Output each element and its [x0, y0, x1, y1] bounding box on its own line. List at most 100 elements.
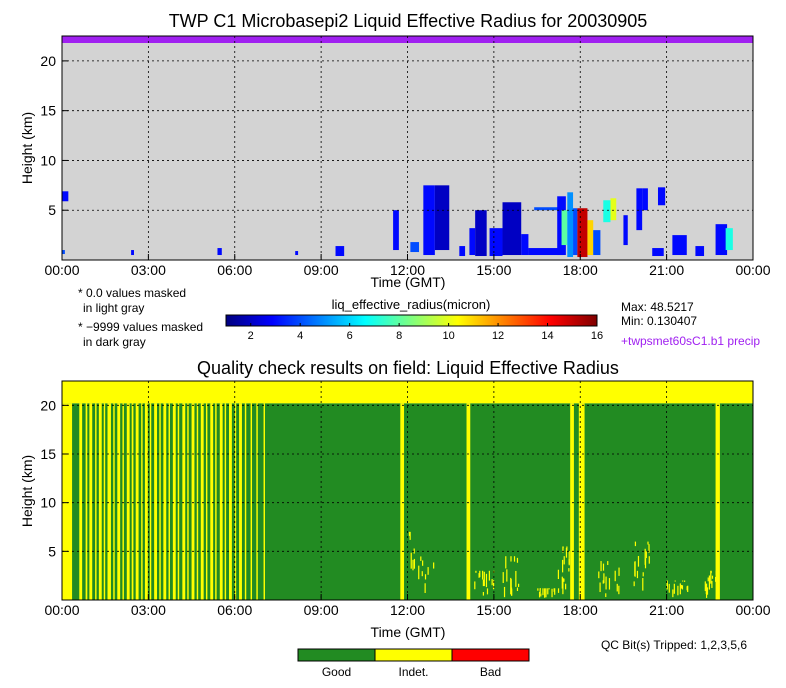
indet-speckle-6-0 [647, 541, 649, 545]
indet-speckle-7-0 [683, 580, 686, 582]
cloud-cell-30 [657, 187, 666, 206]
indet-speckle-3-3 [539, 588, 541, 594]
indet-speckle-6-8 [648, 556, 650, 564]
indet-speckle-3-10 [547, 588, 549, 595]
indet-column-26 [196, 403, 199, 600]
indet-column-19 [163, 403, 167, 600]
mask-note-zero: * 0.0 values masked in light gray [78, 286, 186, 316]
indet-speckle-7-2 [687, 585, 689, 593]
indet-speckle-5-12 [605, 576, 607, 590]
top-xtick-label-3: 09:00 [304, 262, 339, 278]
cloud-cell-2 [131, 250, 134, 256]
indet-speckle-7-3 [672, 589, 674, 598]
top-xtick-label-7: 21:00 [649, 262, 684, 278]
indet-column-16 [149, 403, 152, 600]
indet-speckle-4-13 [561, 576, 563, 589]
indet-speckle-6-3 [644, 548, 646, 565]
indet-speckle-6-11 [644, 558, 647, 569]
indet-speckle-2-1 [515, 570, 517, 587]
bottom-ytick-label-2: 15 [40, 446, 56, 462]
mask-note-missing-line2: in dark gray [83, 335, 146, 349]
bottom-x-axis-label: Time (GMT) [371, 624, 446, 640]
top-precip-flag-bar [62, 36, 753, 43]
indet-speckle-0-9 [412, 559, 414, 571]
indet-speckle-4-12 [568, 568, 570, 572]
indet-speckle-4-3 [568, 551, 570, 566]
bottom-xtick-label-1: 03:00 [131, 602, 166, 618]
mask-note-zero-line1: * 0.0 values masked [78, 286, 187, 300]
bottom-indeterminate-columns [62, 403, 720, 600]
indet-speckle-0-0 [420, 556, 422, 561]
indet-speckle-3-7 [545, 588, 547, 598]
indet-column-29 [210, 403, 214, 600]
colorbar-tick-label-3: 8 [396, 330, 402, 342]
cloud-cell-6 [393, 210, 399, 251]
indet-speckle-0-5 [413, 548, 415, 554]
precip-note: +twpsmet60sC1.b1 precip [621, 334, 761, 348]
indet-column-32 [224, 403, 227, 600]
colorbar [225, 314, 598, 327]
indet-speckle-2-4 [510, 556, 512, 562]
mask-note-zero-line2: in light gray [83, 301, 145, 315]
bottom-ytick-label-0: 5 [48, 543, 56, 559]
indet-column-35 [239, 403, 242, 600]
colorbar-tick-label-4: 10 [442, 330, 454, 342]
indet-speckle-1-10 [479, 570, 481, 578]
cloud-cell-9 [434, 185, 450, 251]
indet-column-24 [187, 403, 189, 600]
indet-speckle-0-11 [433, 562, 435, 569]
indet-column-25 [191, 403, 195, 600]
indet-column-0 [62, 403, 73, 600]
indet-speckle-8-13 [708, 575, 711, 590]
indet-column-5 [98, 403, 102, 600]
indet-column-10 [122, 403, 124, 600]
indet-speckle-4-6 [565, 547, 568, 558]
indet-speckle-0-13 [427, 567, 429, 575]
indet-speckle-7-12 [668, 583, 670, 593]
indet-column-44 [715, 403, 720, 600]
indet-speckle-3-6 [553, 588, 555, 592]
indet-column-15 [144, 403, 148, 600]
qc-legend-swatch-0 [297, 648, 376, 662]
indet-speckle-3-1 [540, 593, 542, 597]
indet-speckle-7-8 [679, 583, 681, 595]
indet-column-31 [219, 403, 223, 600]
cloud-cell-29 [642, 188, 648, 211]
indet-speckle-1-9 [478, 573, 480, 578]
indet-column-22 [177, 403, 180, 600]
colorbar-tick-label-6: 14 [541, 330, 553, 342]
cloud-cell-28 [636, 188, 643, 231]
top-xtick-label-4: 12:00 [390, 262, 425, 278]
indet-column-4 [95, 403, 97, 600]
cloud-cell-19 [561, 210, 568, 246]
top-gridlines [62, 36, 753, 260]
indet-speckle-2-7 [505, 556, 507, 569]
cloud-cell-5 [335, 246, 345, 257]
indet-speckle-1-8 [482, 579, 485, 587]
indet-speckle-3-9 [544, 588, 546, 598]
indet-speckle-0-3 [418, 565, 420, 580]
indet-speckle-4-11 [563, 578, 565, 582]
colorbar-tick-label-7: 16 [591, 330, 603, 342]
bottom-indeterminate-speckle [408, 531, 717, 598]
indet-speckle-6-5 [634, 541, 637, 547]
cloud-cell-8 [423, 185, 435, 256]
indet-speckle-5-2 [616, 583, 618, 592]
indet-speckle-5-5 [603, 573, 605, 584]
indet-speckle-0-7 [408, 531, 410, 536]
bottom-ytick-label-3: 20 [40, 397, 56, 413]
cloud-cell-27 [623, 215, 628, 246]
indet-speckle-2-13 [510, 587, 513, 596]
cloud-cell-14 [502, 202, 522, 256]
cloud-cell-23 [587, 220, 594, 256]
qc-legend-label-2: Bad [480, 665, 501, 679]
indet-speckle-8-4 [711, 580, 713, 588]
cloud-cell-33 [695, 246, 705, 257]
indet-speckle-2-9 [516, 587, 519, 591]
cloud-cell-16 [528, 248, 563, 256]
bottom-xtick-label-3: 09:00 [304, 602, 339, 618]
indet-speckle-3-11 [557, 588, 560, 593]
bottom-y-axis: 5 10 15 20 [40, 397, 68, 559]
indet-column-6 [103, 403, 106, 600]
bottom-y-axis-label: Height (km) [19, 455, 35, 527]
